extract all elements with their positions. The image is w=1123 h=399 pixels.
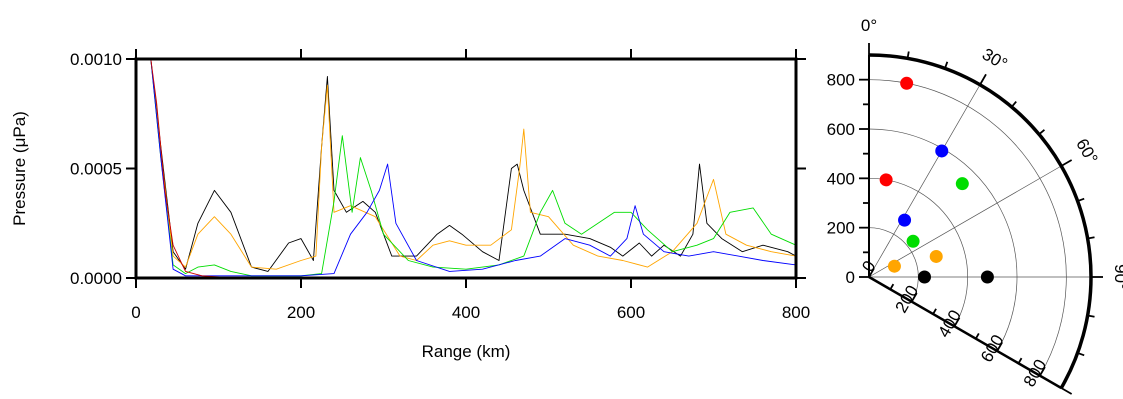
x-axis-label: Range (km) [422,342,511,361]
polar-angle-label: 90° [1111,264,1123,290]
polar-radial-tick [889,283,895,290]
polar-radial-tick [868,267,875,278]
x-tick-label: 800 [782,303,810,322]
polar-arc-tick [1087,314,1095,318]
line-series-1 [150,58,797,270]
polar-data-point [887,259,901,273]
line-chart-ticks: 0 200 400 600 800 0.0000 0.0005 0.0010 [70,49,810,322]
polar-data-point [918,270,931,284]
polar-radial-tick [996,341,1003,352]
x-tick-label: 400 [452,303,480,322]
polar-left-tick-label: 400 [827,169,855,188]
polar-radial-tick-label: 600 [977,331,1008,365]
polar-arc-tick [944,61,949,69]
polar-angle-label: 0° [861,16,877,35]
polar-grid-spoke [868,165,1062,278]
line-series-3 [150,58,797,277]
y-axis-label: Pressure (μPa) [10,111,29,226]
polar-arc-tick [1060,159,1073,167]
polar-grid-ring [868,79,1067,376]
line-series-0 [150,58,797,272]
polar-radial-tick-label: 400 [934,307,965,341]
polar-radial-tick [910,292,918,303]
polar-radial-tick [975,333,980,340]
polar-radial-tick [932,308,937,315]
polar-arc-tick [979,73,987,86]
x-tick-label: 600 [617,303,645,322]
polar-arc-tick [1077,352,1085,357]
polar-radial-tick [1017,357,1023,364]
polar-arc-tick [1077,197,1085,202]
polar-data-point [898,213,912,227]
polar-arc-tick [1011,100,1017,108]
polar-radial-axis [868,275,1062,390]
polar-arc-tick [1087,236,1095,240]
polar-data-point [879,173,893,187]
y-tick-label: 0.0005 [70,160,122,179]
polar-left-tick-label: 800 [827,71,855,90]
polar-angle-label: 30° [979,45,1011,74]
y-tick-label: 0.0000 [70,269,122,288]
polar-data-point [980,270,994,284]
x-tick-label: 200 [287,303,315,322]
line-series-group [150,58,797,279]
polar-radial-tick [1039,366,1046,377]
polar-data-point [929,249,943,263]
polar-radial-tick-label: 800 [1020,356,1051,390]
polar-arc-tick [1060,387,1073,395]
polar-points-group [879,76,994,284]
polar-radial-tick [953,317,961,327]
polar-angle-label: 60° [1072,135,1101,167]
polar-data-point [955,177,969,191]
polar-arc-tick [906,51,910,59]
polar-arc-tick [1038,129,1046,135]
polar-grid-spoke [868,84,981,278]
polar-left-tick-label: 0 [846,268,855,287]
y-tick-label: 0.0010 [70,50,122,69]
line-series-2 [150,58,797,277]
polar-left-tick-label: 600 [827,120,855,139]
polar-data-point [935,144,949,158]
x-tick-label: 0 [131,303,140,322]
polar-data-point [906,234,920,248]
polar-data-point [900,76,914,90]
polar-left-tick-label: 200 [827,219,855,238]
